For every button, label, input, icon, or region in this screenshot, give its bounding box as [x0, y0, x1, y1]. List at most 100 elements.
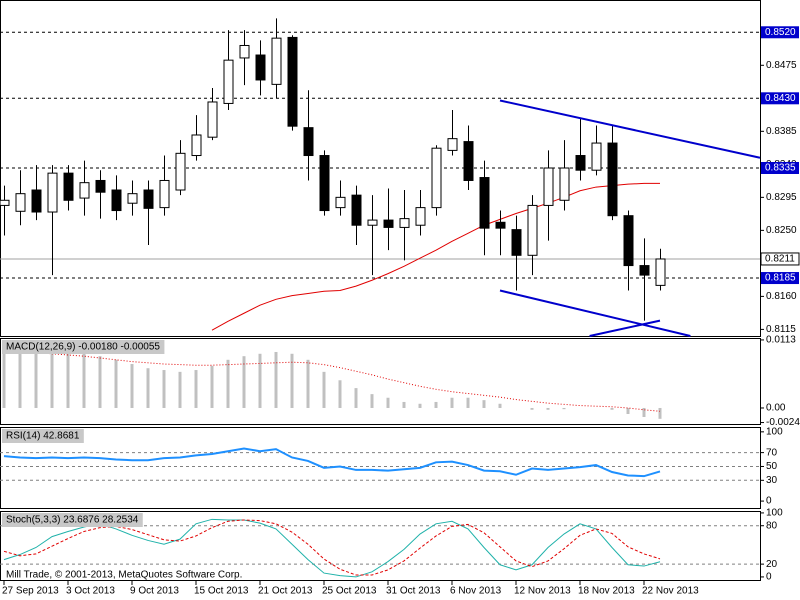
candle-body: [447, 138, 458, 151]
y-tick-label: 100: [766, 508, 783, 519]
candle-body: [207, 101, 218, 138]
candle-body: [479, 177, 490, 229]
copyright: Mill Trade, © 2001-2013, MetaQuotes Soft…: [6, 570, 242, 581]
candle-body: [591, 142, 602, 171]
x-tick-label: 3 Oct 2013: [66, 586, 115, 597]
candle-body: [399, 218, 410, 228]
candle-body: [639, 265, 650, 276]
x-tick-label: 31 Oct 2013: [386, 586, 441, 597]
candle-body: [255, 54, 266, 81]
price-label: 0.8520: [765, 27, 796, 38]
panel-frame: [0, 427, 761, 509]
y-tick-label: 0.8160: [766, 291, 797, 302]
candle-body: [63, 172, 74, 201]
candle-body: [559, 167, 570, 201]
panel-title: RSI(14) 42.8681: [6, 431, 80, 442]
y-tick-label: 0.00: [766, 403, 786, 414]
candle-body: [303, 127, 314, 157]
trendline: [499, 289, 691, 337]
y-tick-label: 0: [766, 496, 772, 507]
y-tick-label: 0.8385: [766, 126, 797, 137]
candle-body: [143, 189, 154, 209]
indicator-line: [3, 447, 661, 478]
candle-body: [431, 147, 442, 209]
candle-body: [367, 219, 378, 226]
candle-body: [607, 142, 618, 217]
y-tick-label: 0: [766, 572, 772, 583]
candle-body: [495, 221, 506, 229]
panel-frame: [0, 338, 761, 425]
candle-body: [335, 196, 346, 209]
y-tick-label: 0.8115: [766, 324, 796, 335]
x-tick-label: 15 Oct 2013: [194, 586, 249, 597]
price-label-box: [761, 162, 799, 174]
x-tick-label: 27 Sep 2013: [2, 586, 59, 597]
candle-body: [543, 167, 554, 206]
price-label-box: [761, 272, 799, 285]
candle-body: [175, 152, 186, 191]
candle-body: [463, 141, 474, 181]
candle-body: [0, 199, 10, 206]
candle-body: [95, 179, 106, 193]
candle-body: [15, 193, 26, 212]
current-price-label: 0.8211: [765, 254, 795, 265]
candle-body: [655, 258, 666, 286]
x-tick-label: 9 Oct 2013: [130, 586, 179, 597]
price-label-box: [761, 92, 799, 105]
indicator-line: [3, 518, 661, 578]
y-tick-label: 50: [766, 461, 778, 472]
y-tick-label: 0.0113: [766, 335, 796, 346]
candle-body: [239, 44, 250, 59]
x-tick-label: 21 Oct 2013: [258, 586, 313, 597]
panel-title-box: [2, 513, 143, 527]
candle-body: [159, 179, 170, 209]
price-label: 0.8430: [765, 93, 796, 104]
candle-body: [575, 155, 586, 171]
candle-body: [191, 134, 202, 157]
y-tick-label: 30: [766, 475, 778, 486]
candle-body: [31, 189, 42, 213]
candle-body: [47, 172, 58, 213]
candle-body: [527, 204, 538, 256]
candle-body: [319, 155, 330, 212]
y-tick-label: 100: [766, 426, 783, 437]
panel-title: MACD(12,26,9) -0.00180 -0.00055: [6, 342, 160, 353]
y-tick-label: 20: [766, 559, 778, 570]
candle-body: [271, 37, 282, 85]
x-tick-label: 22 Nov 2013: [642, 586, 699, 597]
x-tick-label: 12 Nov 2013: [514, 586, 571, 597]
y-tick-label: 0.8295: [766, 192, 797, 203]
candle-body: [79, 182, 90, 199]
candle-body: [623, 215, 634, 267]
x-tick-label: 18 Nov 2013: [578, 586, 635, 597]
candle-body: [351, 194, 362, 226]
panel-title: Stoch(5,3,3) 23.6876 28.2534: [6, 515, 139, 526]
candle-body: [127, 193, 138, 204]
trendline: [499, 99, 761, 159]
panel-title-box: [2, 429, 84, 443]
y-tick-label: 80: [766, 520, 778, 531]
panel-frame: [0, 511, 761, 581]
trendline: [589, 319, 661, 337]
candle-body: [111, 189, 122, 212]
price-label: 0.8185: [765, 273, 796, 284]
y-tick-label: 0.8475: [766, 60, 797, 71]
candle-body: [383, 219, 394, 228]
candle-body: [287, 36, 298, 127]
panel-title-box: [2, 340, 165, 354]
candle-body: [415, 207, 426, 226]
candle-body: [511, 229, 522, 256]
y-tick-label: 0.8250: [766, 225, 797, 236]
x-tick-label: 6 Nov 2013: [450, 586, 502, 597]
y-tick-label: -0.00242: [766, 417, 800, 428]
x-tick-label: 25 Oct 2013: [322, 586, 377, 597]
indicator-line: [211, 182, 660, 331]
price-label-box: [761, 26, 799, 39]
current-price-box: [760, 252, 800, 266]
price-label: 0.8335: [765, 163, 796, 174]
y-tick-label: 70: [766, 447, 778, 458]
candle-body: [223, 59, 234, 104]
